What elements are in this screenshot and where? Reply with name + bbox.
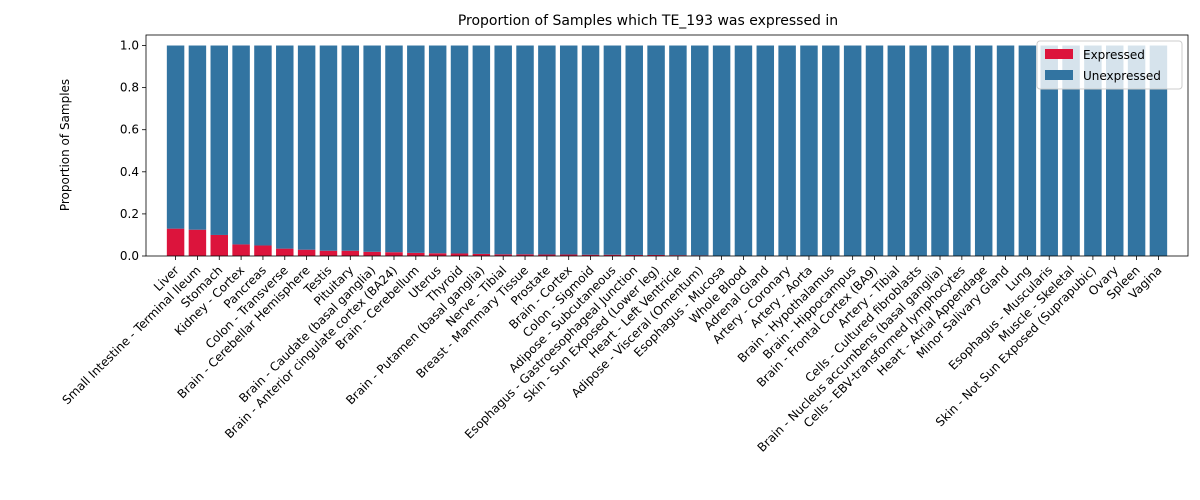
bar-unexpressed <box>931 45 949 257</box>
bar-expressed <box>341 250 360 256</box>
bar-unexpressed <box>843 45 862 257</box>
legend-box <box>1036 40 1183 90</box>
bar-unexpressed <box>538 45 556 255</box>
bar-unexpressed <box>647 45 665 255</box>
axes-frame <box>145 34 1189 257</box>
bar-expressed <box>450 253 469 256</box>
bar-unexpressed <box>625 45 643 255</box>
bar-unexpressed <box>691 45 709 256</box>
bar-expressed <box>319 250 338 256</box>
bar-unexpressed <box>1018 45 1037 257</box>
bar-unexpressed <box>166 45 185 229</box>
y-tick-label: 0.0 <box>120 249 139 263</box>
bar-unexpressed <box>778 45 796 257</box>
bar-unexpressed <box>1127 45 1146 257</box>
bar-unexpressed <box>1149 45 1168 257</box>
y-tick-label: 0.8 <box>120 81 139 95</box>
bar-unexpressed <box>341 45 360 251</box>
bar-expressed <box>232 244 250 256</box>
y-tick-label: 1.0 <box>120 39 139 53</box>
legend-label: Expressed <box>1083 48 1145 62</box>
bar-unexpressed <box>319 45 338 251</box>
y-axis-title: Proportion of Samples <box>58 79 72 211</box>
bar-unexpressed <box>953 45 971 257</box>
bar-unexpressed <box>909 45 927 257</box>
bar-unexpressed <box>756 45 775 257</box>
bar-unexpressed <box>1084 45 1102 257</box>
bar-unexpressed <box>865 45 884 257</box>
bar-unexpressed <box>494 45 512 255</box>
legend-label: Unexpressed <box>1083 69 1161 83</box>
legend: Expressed Unexpressed <box>1036 40 1183 90</box>
y-tick-label: 0.2 <box>120 207 139 221</box>
bar-expressed <box>647 254 665 256</box>
legend-swatch <box>1045 70 1073 80</box>
bar-unexpressed <box>232 45 250 245</box>
bar-unexpressed <box>712 45 731 257</box>
bar-unexpressed <box>297 45 316 250</box>
bar-expressed <box>494 254 512 256</box>
bar-expressed <box>669 255 687 256</box>
bar-unexpressed <box>996 45 1015 257</box>
bar-unexpressed <box>188 45 207 230</box>
bar-unexpressed <box>887 45 906 257</box>
bar-expressed <box>625 254 643 256</box>
bar-unexpressed <box>603 45 622 255</box>
bar-unexpressed <box>254 45 272 246</box>
legend-swatch <box>1045 49 1073 59</box>
bar-unexpressed <box>385 45 403 253</box>
chart-title: Proportion of Samples which TE_193 was e… <box>458 13 838 29</box>
bar-expressed <box>428 253 447 256</box>
bar-expressed <box>385 252 403 256</box>
bar-unexpressed <box>276 45 294 249</box>
bar-unexpressed <box>1040 45 1058 257</box>
bar-unexpressed <box>559 45 578 255</box>
bar-unexpressed <box>210 45 228 235</box>
bar-expressed <box>210 234 228 256</box>
bar-unexpressed <box>581 45 600 255</box>
bar-expressed <box>276 248 294 256</box>
bar-unexpressed <box>516 45 534 255</box>
bar-expressed <box>472 253 491 256</box>
bar-unexpressed <box>974 45 993 257</box>
y-tick-label: 0.6 <box>120 123 139 137</box>
bar-expressed <box>581 254 600 256</box>
bar-expressed <box>516 254 534 256</box>
bar-unexpressed <box>407 45 425 253</box>
bar-unexpressed <box>428 45 447 254</box>
bar-expressed <box>538 254 556 256</box>
bar-expressed <box>603 254 622 256</box>
bar-unexpressed <box>1106 45 1124 257</box>
bar-expressed <box>188 229 207 256</box>
bar-unexpressed <box>822 45 840 257</box>
bar-expressed <box>363 251 381 256</box>
y-tick-label: 0.4 <box>120 165 139 179</box>
bar-unexpressed <box>734 45 753 257</box>
bar-unexpressed <box>450 45 469 254</box>
bar-unexpressed <box>669 45 687 256</box>
bar-expressed <box>254 245 272 256</box>
bar-unexpressed <box>472 45 491 254</box>
bar-expressed <box>166 228 185 256</box>
bar-unexpressed <box>363 45 381 252</box>
bar-expressed <box>559 254 578 256</box>
bar-expressed <box>407 252 425 256</box>
bar-expressed <box>297 249 316 256</box>
bar-unexpressed <box>800 45 818 257</box>
bar-unexpressed <box>1062 45 1080 257</box>
